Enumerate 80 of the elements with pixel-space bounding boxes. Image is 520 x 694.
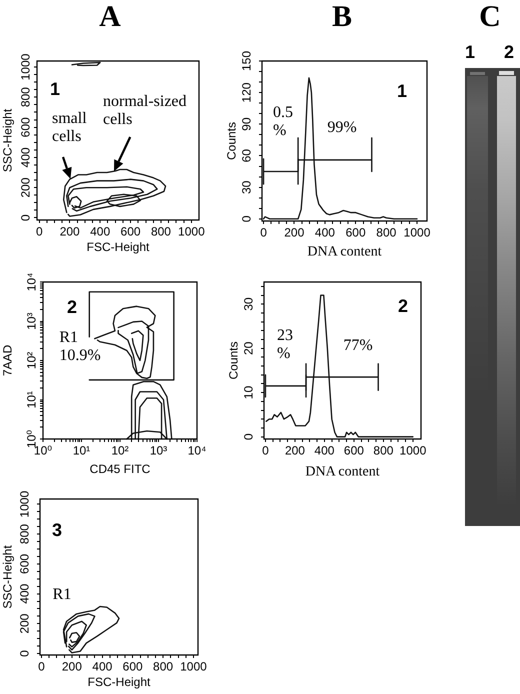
annotation: normal-sized cells xyxy=(103,93,187,129)
y-tick-label: 10¹ xyxy=(24,391,38,408)
annotation: 1 xyxy=(396,81,407,101)
y-tick-label: 20 xyxy=(241,341,256,356)
y-tick-label: 30 xyxy=(241,297,256,311)
x-tick-label: 800 xyxy=(153,660,174,674)
y-axis-title: Counts xyxy=(226,341,241,380)
y-tick-label: 0 xyxy=(239,215,254,222)
y-tick-label: 10² xyxy=(24,352,38,370)
x-tick-label: 600 xyxy=(122,660,144,674)
annotation: 2 xyxy=(398,296,408,316)
y-tick-label: 30 xyxy=(239,180,254,194)
x-tick-label: 200 xyxy=(60,224,80,239)
y-tick-label: 600 xyxy=(17,554,32,574)
y-axis-title: SSC-Height xyxy=(0,108,15,172)
x-axis-title: FSC-Height xyxy=(86,240,150,254)
x-tick-label: 10² xyxy=(111,444,129,458)
x-tick-label: 10⁴ xyxy=(188,444,206,458)
x-tick-label: 400 xyxy=(92,660,113,674)
x-tick-label: 600 xyxy=(344,444,364,458)
annotation: 3 xyxy=(52,520,62,540)
annotation: 0.5 % xyxy=(273,104,293,140)
x-tick-label: 200 xyxy=(284,444,306,458)
y-tick-label: 10 xyxy=(241,386,256,400)
x-tick-label: 10³ xyxy=(150,444,168,458)
x-tick-label: 400 xyxy=(90,224,110,239)
x-tick-label: 10¹ xyxy=(72,444,90,458)
y-tick-label: 0 xyxy=(18,214,32,222)
text: C xyxy=(479,0,501,33)
y-tick-label: 200 xyxy=(18,177,32,198)
x-tick-label: 600 xyxy=(346,226,366,240)
x-axis-title: FSC-Height xyxy=(88,675,152,690)
annotation: small cells xyxy=(52,110,87,146)
x-axis-title: DNA content xyxy=(305,464,380,480)
text: 2 xyxy=(504,42,514,62)
y-tick-label: 200 xyxy=(17,613,32,634)
x-tick-label: 200 xyxy=(62,660,82,674)
x-tick-label: 1000 xyxy=(400,444,427,458)
y-tick-label: 800 xyxy=(17,524,32,544)
x-tick-label: 600 xyxy=(120,224,141,239)
y-tick-label: 10³ xyxy=(24,312,38,330)
y-tick-label: 400 xyxy=(18,147,32,168)
x-tick-label: 800 xyxy=(373,444,394,458)
y-axis-title: 7AAD xyxy=(0,344,15,376)
y-tick-label: 0 xyxy=(17,650,32,657)
y-tick-label: 800 xyxy=(18,86,32,108)
y-tick-label: 600 xyxy=(18,116,32,138)
annotation: 1 xyxy=(50,79,60,99)
annotation: R1 xyxy=(52,586,72,604)
x-tick-label: 1000 xyxy=(178,224,206,239)
y-tick-label: 120 xyxy=(239,82,254,103)
x-tick-label: 400 xyxy=(314,226,336,240)
annotation: 99% xyxy=(327,119,357,137)
y-tick-label: 1000 xyxy=(17,490,32,518)
y-tick-label: 10⁴ xyxy=(24,272,38,292)
text: 1 xyxy=(464,42,476,62)
x-tick-label: 400 xyxy=(314,444,335,458)
y-axis-title: SSC-Height xyxy=(0,544,15,609)
y-tick-label: 0 xyxy=(241,433,256,440)
y-tick-label: 150 xyxy=(239,50,254,72)
y-tick-label: 1000 xyxy=(18,53,32,80)
x-tick-label: 1000 xyxy=(180,660,208,674)
x-tick-label: 1000 xyxy=(404,226,431,240)
y-tick-label: 60 xyxy=(239,148,254,162)
x-tick-label: 800 xyxy=(376,226,397,240)
annotation: 23 % xyxy=(277,327,293,363)
x-tick-label: 200 xyxy=(284,226,305,240)
y-tick-label: 90 xyxy=(239,117,254,131)
x-axis-title: CD45 FITC xyxy=(90,462,151,476)
chart-title: A xyxy=(99,0,121,33)
chart-title: B xyxy=(332,0,352,33)
annotation: 2 xyxy=(67,297,78,317)
x-tick-label: 800 xyxy=(150,224,172,239)
x-axis-title: DNA content xyxy=(307,244,382,260)
annotation: 77% xyxy=(343,337,373,355)
x-tick-label: 0 xyxy=(260,226,268,240)
x-tick-label: 0 xyxy=(262,444,270,458)
y-axis-title: Counts xyxy=(224,122,239,160)
y-tick-label: 400 xyxy=(17,583,32,604)
annotation: R1 10.9% xyxy=(59,329,101,365)
